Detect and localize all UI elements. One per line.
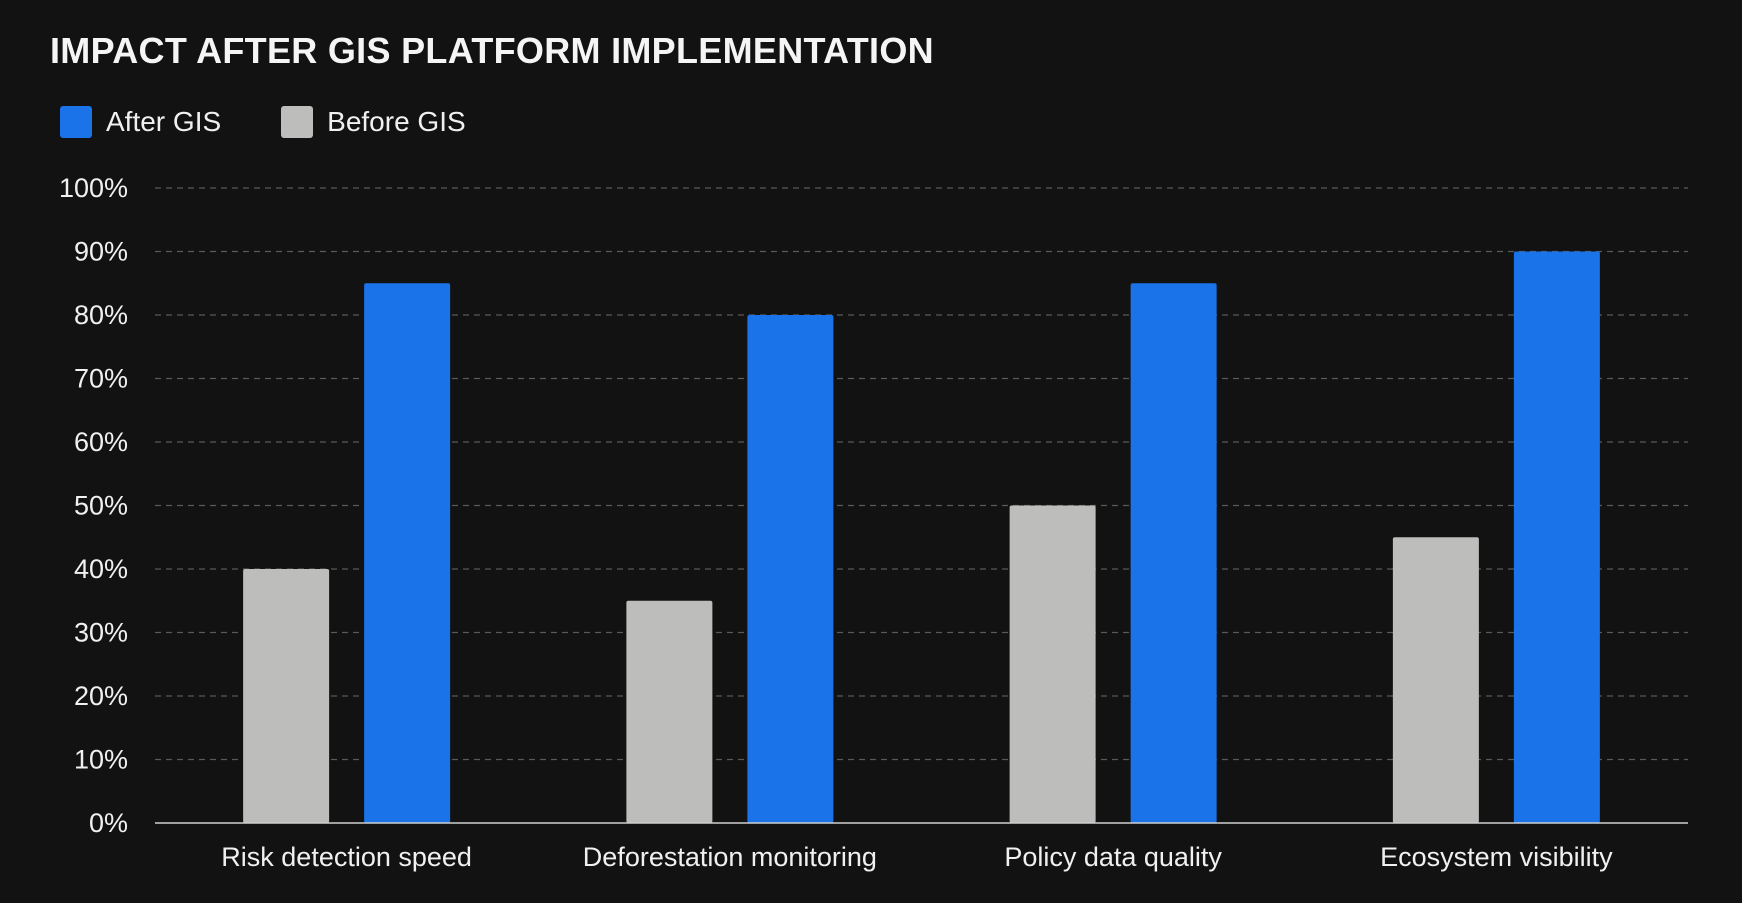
legend-label-after: After GIS: [106, 106, 222, 137]
legend-swatch-before: [281, 106, 314, 138]
y-tick-label: 20%: [74, 681, 128, 711]
y-tick-label: 50%: [74, 491, 128, 521]
bar-before-gis: [1009, 505, 1096, 823]
y-axis-ticks: 0% 10% 20% 30% 40% 50% 60% 70% 80% 90% 100%: [59, 173, 128, 838]
y-tick-label: 10%: [74, 745, 128, 775]
legend-item-after: After GIS: [60, 106, 221, 138]
y-tick-label: 30%: [74, 618, 128, 648]
legend-label-before: Before GIS: [327, 106, 466, 137]
y-tick-label: 60%: [74, 427, 128, 457]
bar-after-gis: [747, 315, 834, 823]
y-tick-label: 80%: [74, 300, 128, 330]
bar-before-gis: [243, 569, 330, 823]
y-tick-label: 70%: [74, 364, 128, 394]
y-tick-label: 0%: [89, 808, 128, 838]
bar-after-gis: [1513, 251, 1600, 823]
x-axis-labels: Risk detection speed Deforestation monito…: [221, 842, 1613, 872]
legend-item-before: Before GIS: [281, 106, 466, 138]
x-tick-label: Ecosystem visibility: [1380, 842, 1613, 872]
bar-after-gis: [1130, 283, 1217, 823]
chart-title: IMPACT AFTER GIS PLATFORM IMPLEMENTATION: [50, 30, 934, 71]
y-tick-label: 100%: [59, 173, 128, 203]
chart-legend: After GIS Before GIS: [60, 106, 526, 138]
bar-before-gis: [1392, 537, 1479, 823]
bars: [243, 251, 1600, 823]
y-tick-label: 90%: [74, 237, 128, 267]
bar-after-gis: [364, 283, 451, 823]
legend-swatch-after: [60, 106, 92, 138]
x-tick-label: Policy data quality: [1004, 842, 1222, 872]
y-tick-label: 40%: [74, 554, 128, 584]
x-tick-label: Deforestation monitoring: [583, 842, 877, 872]
x-tick-label: Risk detection speed: [221, 842, 472, 872]
bar-before-gis: [626, 600, 713, 823]
